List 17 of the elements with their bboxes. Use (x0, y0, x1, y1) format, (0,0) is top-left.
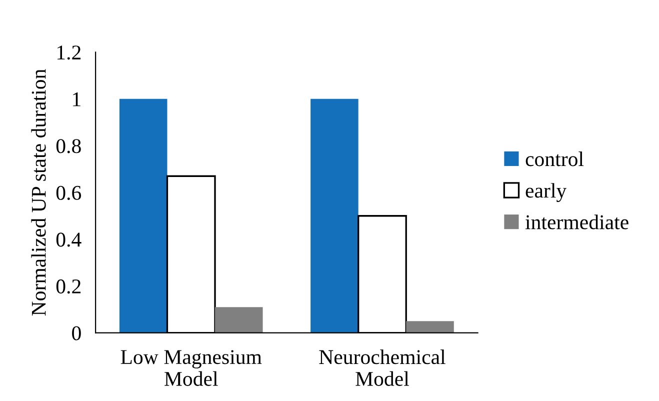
legend-label: early (526, 183, 567, 202)
y-tick-label: 0.2 (56, 279, 81, 294)
y-tick-label: 0.4 (56, 232, 82, 247)
legend-label: intermediate (525, 214, 628, 230)
y-tick-label: 1.2 (57, 46, 81, 60)
x-tick-label: Low Magnesium Model (120, 350, 262, 386)
y-axis-title: Normalized UP state duration (31, 69, 46, 316)
y-tick-label: 0.8 (56, 139, 81, 154)
y-tick-label: 0 (72, 326, 81, 340)
bar (310, 98, 358, 333)
bar (215, 307, 263, 333)
bar (406, 321, 454, 333)
bar (119, 98, 168, 333)
x-tick-label: Neurochemical Model (319, 349, 446, 386)
y-tick-label: 1 (73, 92, 80, 106)
y-tick-label: 0.6 (56, 186, 82, 200)
legend-label: control (526, 152, 584, 166)
